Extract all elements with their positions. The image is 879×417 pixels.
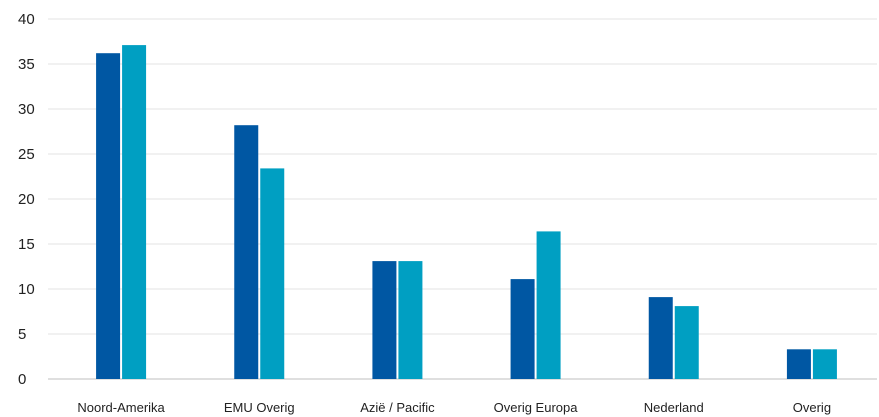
x-category-label: Overig	[793, 400, 831, 415]
bar-series2	[260, 168, 285, 379]
bar-series2	[398, 261, 423, 379]
bar-series2	[122, 45, 147, 379]
bar-series2	[674, 306, 699, 379]
gridlines	[48, 18, 877, 380]
y-tick-label: 15	[18, 236, 35, 253]
x-axis-category-labels: Noord-Amerika EMU Overig Azië / Pacific Ove…	[77, 400, 831, 415]
y-tick-label: 25	[18, 146, 35, 163]
y-tick-label: 40	[18, 11, 35, 28]
x-category-label: Nederland	[644, 400, 704, 415]
y-tick-label: 5	[18, 326, 26, 343]
bar-series1	[786, 349, 811, 379]
bar-series1	[234, 125, 259, 379]
bar-series2	[536, 231, 561, 379]
x-category-label: Azië / Pacific	[360, 400, 435, 415]
bars	[96, 45, 837, 379]
y-tick-label: 30	[18, 101, 35, 118]
y-axis-tick-labels: 0 5 10 15 20 25 30 35 40	[18, 11, 35, 388]
y-tick-label: 0	[18, 371, 26, 388]
bar-series1	[96, 53, 121, 379]
bar-series1	[372, 261, 397, 379]
bar-series1	[648, 297, 673, 379]
x-category-label: Overig Europa	[494, 400, 579, 415]
y-tick-label: 35	[18, 56, 35, 73]
y-tick-label: 10	[18, 281, 35, 298]
bar-series1	[510, 279, 535, 379]
x-category-label: EMU Overig	[224, 400, 295, 415]
bar-series2	[812, 349, 837, 379]
y-tick-label: 20	[18, 191, 35, 208]
x-category-label: Noord-Amerika	[77, 400, 165, 415]
